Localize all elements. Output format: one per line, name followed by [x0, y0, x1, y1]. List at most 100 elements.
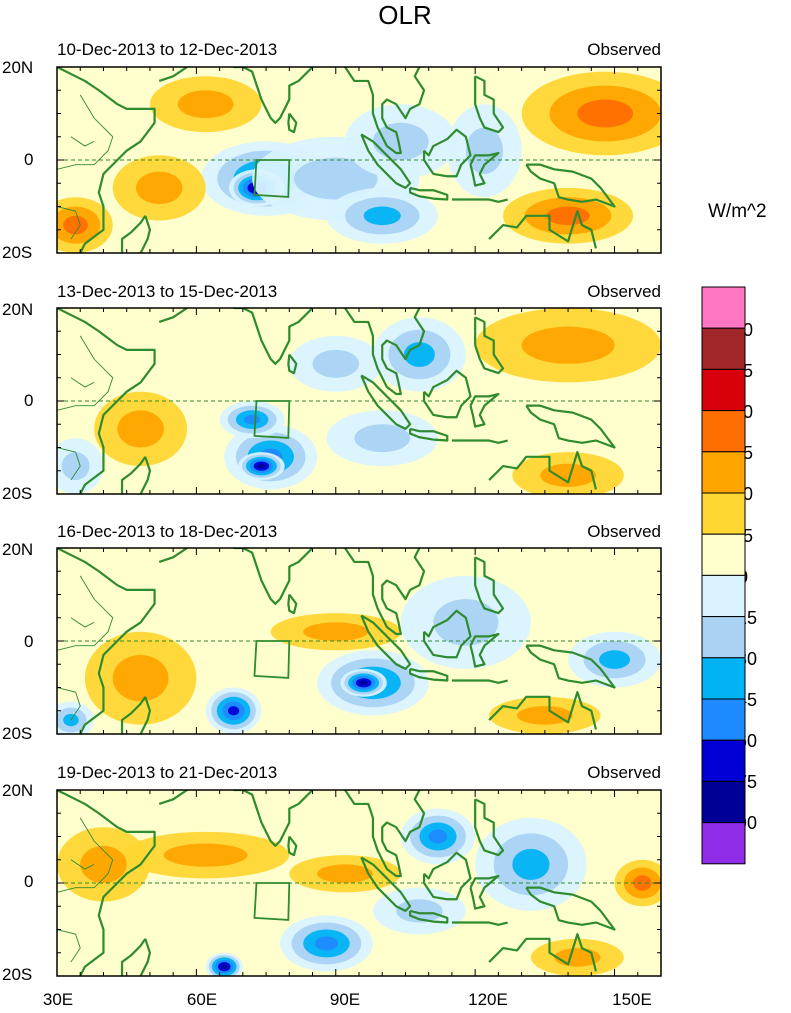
panel-1-coastline-6 — [360, 133, 412, 189]
panel-4-border-1 — [57, 817, 114, 893]
panel-3-ytick-0: 0 — [24, 632, 34, 651]
colorbar-swatch-3 — [701, 368, 746, 412]
panel-3-coastline-4 — [287, 593, 298, 615]
panel-3-source: Observed — [587, 522, 661, 541]
panel-3-coastline-1 — [57, 548, 156, 734]
panel-4-anomaly-7-level-2 — [317, 864, 373, 883]
panel-4-coastline-2 — [158, 790, 188, 805]
colorbar-swatch-5 — [701, 451, 746, 494]
panel-3-coastline-2 — [158, 548, 188, 563]
colorbar-swatch-2 — [701, 327, 746, 370]
panel-3-map — [57, 529, 661, 734]
panel-2-anomaly-8-level-2 — [521, 326, 615, 364]
panel-3-border-4 — [345, 529, 350, 538]
panel-4-coastline-13 — [488, 933, 598, 972]
panel-4-coastline-6 — [360, 856, 412, 913]
panel-3-anomaly-2-level-6 — [359, 680, 368, 686]
panel-3-anomaly-5-level-3 — [599, 650, 631, 669]
panel-3-border-1 — [57, 575, 114, 651]
panel-4-date: 19-Dec-2013 to 21-Dec-2013 — [57, 763, 278, 782]
panel-3-coastline-13 — [488, 691, 598, 730]
panel-3-coastline-11 — [474, 556, 505, 615]
panel-1-coastline-10 — [469, 151, 500, 187]
panel-3-coastline-14 — [139, 696, 152, 734]
panel-4-ytick-20n: 20N — [2, 781, 34, 800]
panel-4-coastline-14 — [139, 938, 152, 976]
panel-2-coastline-1 — [57, 308, 156, 494]
panel-4-coastline-16 — [419, 771, 475, 785]
panel-4-anomaly-5-level-2 — [396, 899, 443, 923]
panel-2-anomaly-7-level-2 — [117, 410, 164, 448]
panel-2-coastline-14 — [139, 456, 152, 494]
colorbar-swatch-6 — [701, 492, 746, 535]
panel-2-border-3 — [57, 447, 81, 481]
panel-2-ticks — [56, 307, 662, 495]
panel-4-anomaly-1-level-4 — [314, 936, 339, 951]
figure-title: OLR — [378, 0, 432, 30]
panel-1-anomaly-6-level-2 — [465, 127, 504, 174]
panel-2-coastline-13 — [488, 451, 598, 490]
panel-4-coastline-11 — [474, 798, 505, 857]
panel-1-coastline-11 — [474, 75, 505, 134]
panel-1-anomaly-10-level-2 — [177, 90, 234, 119]
panel-4-source: Observed — [587, 763, 661, 782]
panel-1-coastline-4 — [287, 112, 298, 134]
xtick-60e: 60E — [186, 990, 218, 1009]
panel-2-anomaly-3-level-4 — [244, 414, 261, 425]
panel-1-anomaly-5-level-3 — [363, 206, 401, 226]
panel-3-ytick-20s: 20S — [2, 724, 33, 743]
panel-4-anomaly-6-level-2 — [163, 843, 248, 867]
panel-1-coastline-14 — [139, 215, 152, 253]
panel-4-ytick-20s: 20S — [2, 965, 33, 984]
panel-2-border-1 — [57, 335, 114, 411]
panel-3-anomaly-4-level-2 — [433, 599, 499, 646]
panel-2-anomaly-6-level-2 — [312, 349, 359, 378]
panel-1-anomaly-8-level-3 — [546, 206, 590, 226]
panel-2-anomaly-9-level-2 — [540, 463, 596, 488]
panel-3-coastline-16 — [419, 529, 475, 543]
panel-2-border-4 — [345, 289, 350, 298]
panel-2-coastline-11 — [474, 316, 505, 375]
panel-4-coastline-8 — [451, 921, 508, 926]
panel-4-anomaly-2-level-6 — [221, 964, 228, 970]
panel-2-coastline-5 — [344, 308, 426, 396]
panel-4-ticks — [56, 789, 662, 977]
panel-2-coastline-8 — [451, 439, 508, 444]
panel-2-coastline-2 — [158, 308, 188, 323]
panel-1-date: 10-Dec-2013 to 12-Dec-2013 — [57, 40, 278, 59]
panel-1-coastline-3 — [233, 67, 314, 124]
panel-3-coastline-3 — [233, 548, 314, 605]
panel-3-coastline-12 — [525, 644, 616, 689]
panel-1-coastline-12 — [525, 163, 616, 208]
panel-4-border-4 — [345, 771, 350, 780]
panel-4-reference-box — [253, 882, 291, 921]
panel-1-border-4 — [345, 48, 350, 57]
colorbar-swatch-1 — [701, 286, 746, 329]
panel-3-coastline-5 — [344, 548, 426, 636]
xtick-30e: 30E — [42, 990, 74, 1009]
panel-1-coastline-1 — [57, 67, 156, 253]
panel-1-border-1 — [57, 94, 114, 170]
panel-4-coastline-7 — [409, 909, 449, 924]
panel-2-date: 13-Dec-2013 to 15-Dec-2013 — [57, 282, 278, 301]
panel-2-ytick-20n: 20N — [2, 300, 34, 319]
panel-2-coastline-10 — [469, 392, 500, 428]
panel-2-border-2 — [70, 377, 95, 388]
panel-3-coastline-6 — [360, 614, 412, 671]
panel-2-coastline-3 — [233, 308, 314, 365]
panel-1-anomaly-3-level-2 — [293, 157, 378, 200]
panel-4-coastline-10 — [469, 874, 500, 910]
panel-3-border-2 — [70, 617, 95, 628]
colorbar-swatch-13 — [701, 780, 746, 824]
colorbar — [701, 286, 746, 865]
panel-3-coastline-7 — [409, 667, 449, 682]
panel-1-coastline-16 — [419, 48, 475, 62]
colorbar-swatch-8 — [701, 574, 746, 618]
panel-1-anomaly-7-level-3 — [577, 99, 634, 128]
colorbar-units: W/m^2 — [708, 201, 767, 222]
panel-3-coastline-8 — [451, 679, 508, 684]
panel-4-coastline-12 — [525, 886, 616, 931]
panel-4-anomaly-8-level-3 — [633, 875, 652, 891]
panel-2-reference-box — [253, 400, 291, 439]
colorbar-swatch-11 — [701, 698, 746, 741]
